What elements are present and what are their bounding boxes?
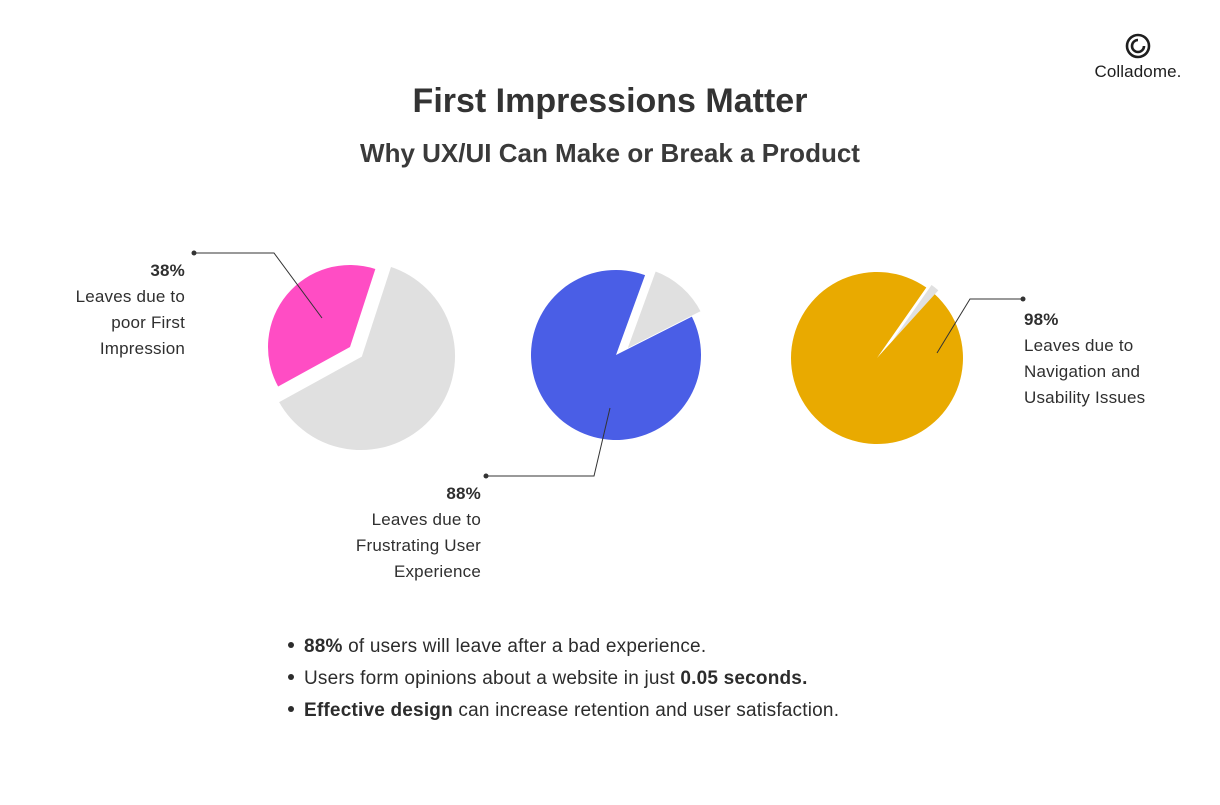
pie-chart-1 [267,264,457,452]
leader-dot-2 [483,473,489,479]
page-title: First Impressions Matter [412,82,808,120]
list-item: Effective design can increase retention … [288,695,839,727]
pie-3-remainder-slice [881,282,942,355]
key-facts-list: 88% of users will leave after a bad expe… [288,631,839,727]
pie-2-percent: 88% [446,484,481,503]
list-item: 88% of users will leave after a bad expe… [288,631,839,663]
pie-chart-2 [531,268,704,441]
bullet-dot-icon [288,673,294,680]
leader-dot-1 [191,250,197,256]
pie-chart-3 [790,271,963,444]
bullet-dot-icon [288,641,294,648]
colladome-logo-icon [1125,33,1151,59]
page-subtitle: Why UX/UI Can Make or Break a Product [360,138,860,168]
pie-3-value-slice [790,271,963,444]
leader-line-3 [936,298,1023,354]
pie-1-value-slice [267,264,376,387]
pie-1-percent: 38% [150,261,185,280]
bullet-dot-icon [288,705,294,712]
brand-logo: Colladome. [1088,32,1188,82]
leader-line-1 [194,252,323,319]
logo-text: Colladome. [1094,62,1182,81]
pie-1-remainder-slice [276,264,457,452]
pie-3-percent: 98% [1024,310,1059,329]
pie-2-description: Leaves due to Frustrating User Experienc… [355,510,481,581]
leader-dot-3 [1020,296,1026,302]
leader-line-2 [486,407,611,477]
list-item: Users form opinions about a website in j… [288,663,839,695]
pie-2-remainder-slice [624,268,704,353]
pie-1-description: Leaves due to poor First Impression [75,287,185,358]
pie-3-label: 98% Leaves due to Navigation and Usabili… [1024,307,1145,411]
pie-1-label: 38% Leaves due to poor First Impression [76,258,185,362]
pie-2-label: 88% Leaves due to Frustrating User Exper… [356,481,481,585]
pie-3-description: Leaves due to Navigation and Usability I… [1024,336,1146,407]
pie-2-value-slice [531,270,702,441]
